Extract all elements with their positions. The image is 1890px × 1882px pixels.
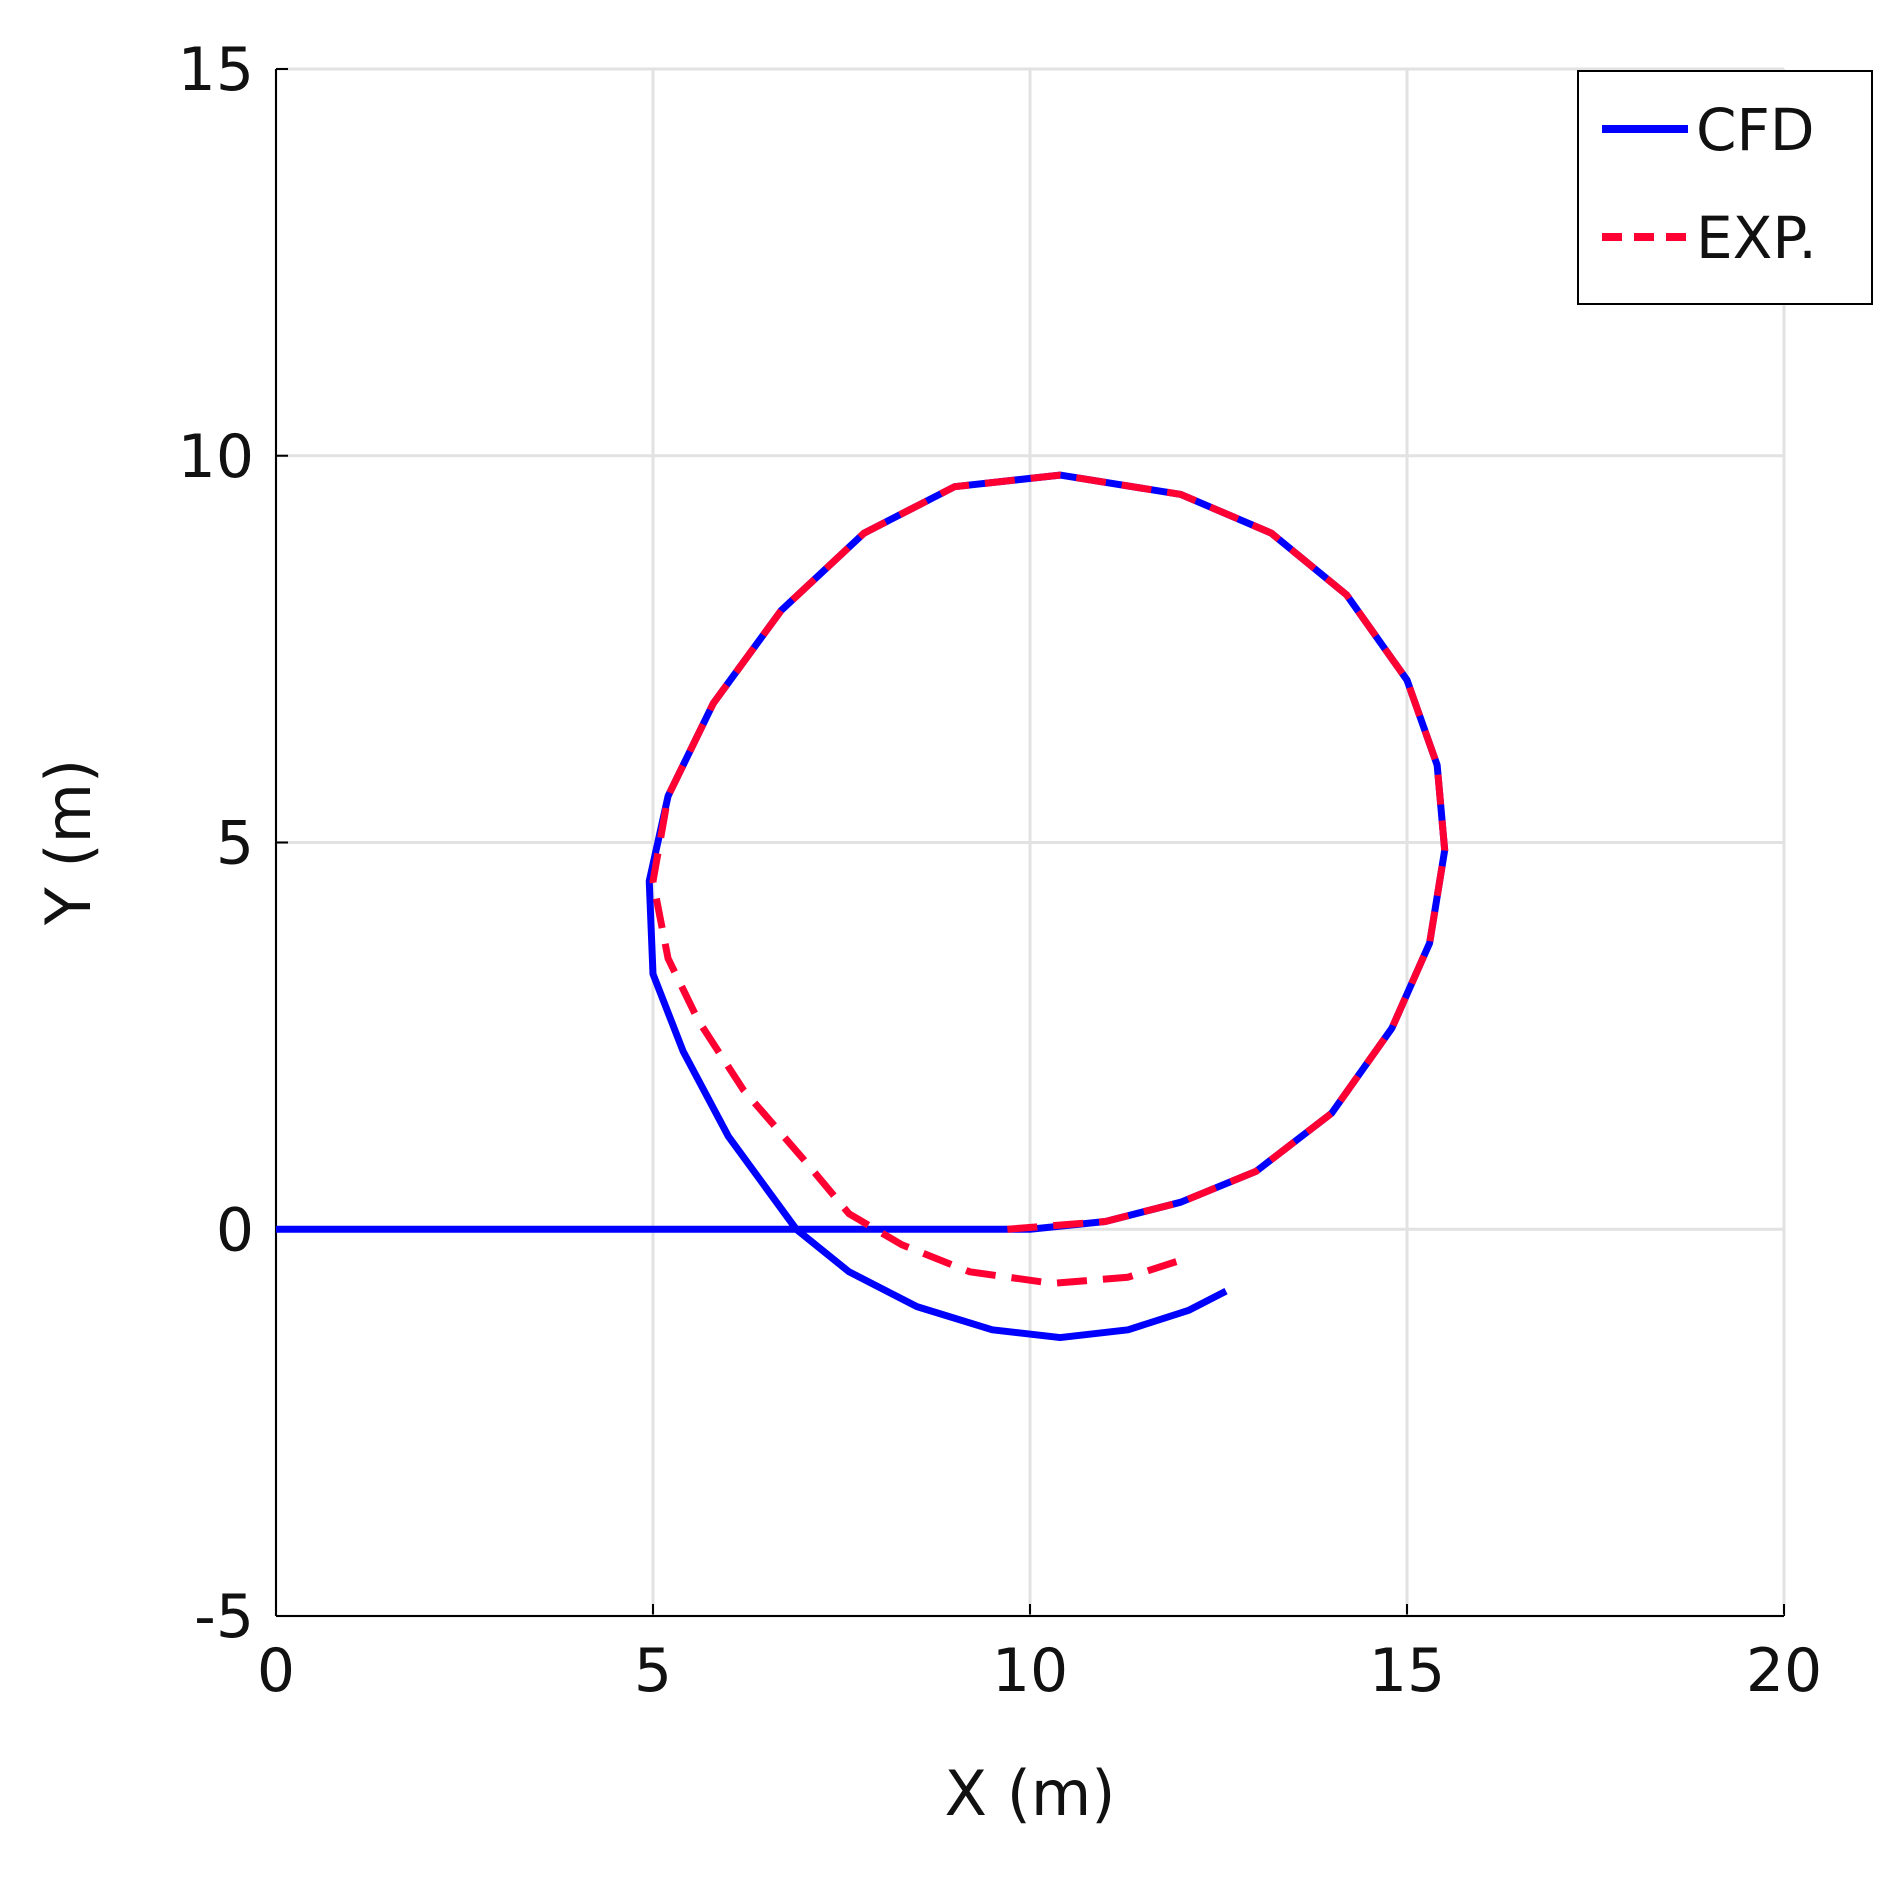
x-tick-label: 0 — [257, 1636, 295, 1706]
y-tick-label: 0 — [216, 1195, 254, 1265]
x-tick-label: 20 — [1746, 1636, 1822, 1706]
y-tick-label: -5 — [194, 1582, 254, 1652]
y-tick-label: 5 — [216, 809, 254, 879]
x-tick-label: 5 — [634, 1636, 672, 1706]
series-line — [649, 471, 1449, 1287]
x-axis-label: X (m) — [945, 1757, 1116, 1830]
y-tick-label: 15 — [178, 35, 254, 105]
y-axis-label: Y (m) — [32, 759, 105, 926]
x-tick-label: 15 — [1369, 1636, 1445, 1706]
legend-label: EXP. — [1696, 204, 1817, 272]
series-line — [276, 471, 1449, 1342]
legend-box — [1577, 70, 1873, 305]
y-tick-label: 10 — [178, 422, 254, 492]
legend-label: CFD — [1696, 96, 1815, 164]
x-tick-label: 10 — [992, 1636, 1068, 1706]
